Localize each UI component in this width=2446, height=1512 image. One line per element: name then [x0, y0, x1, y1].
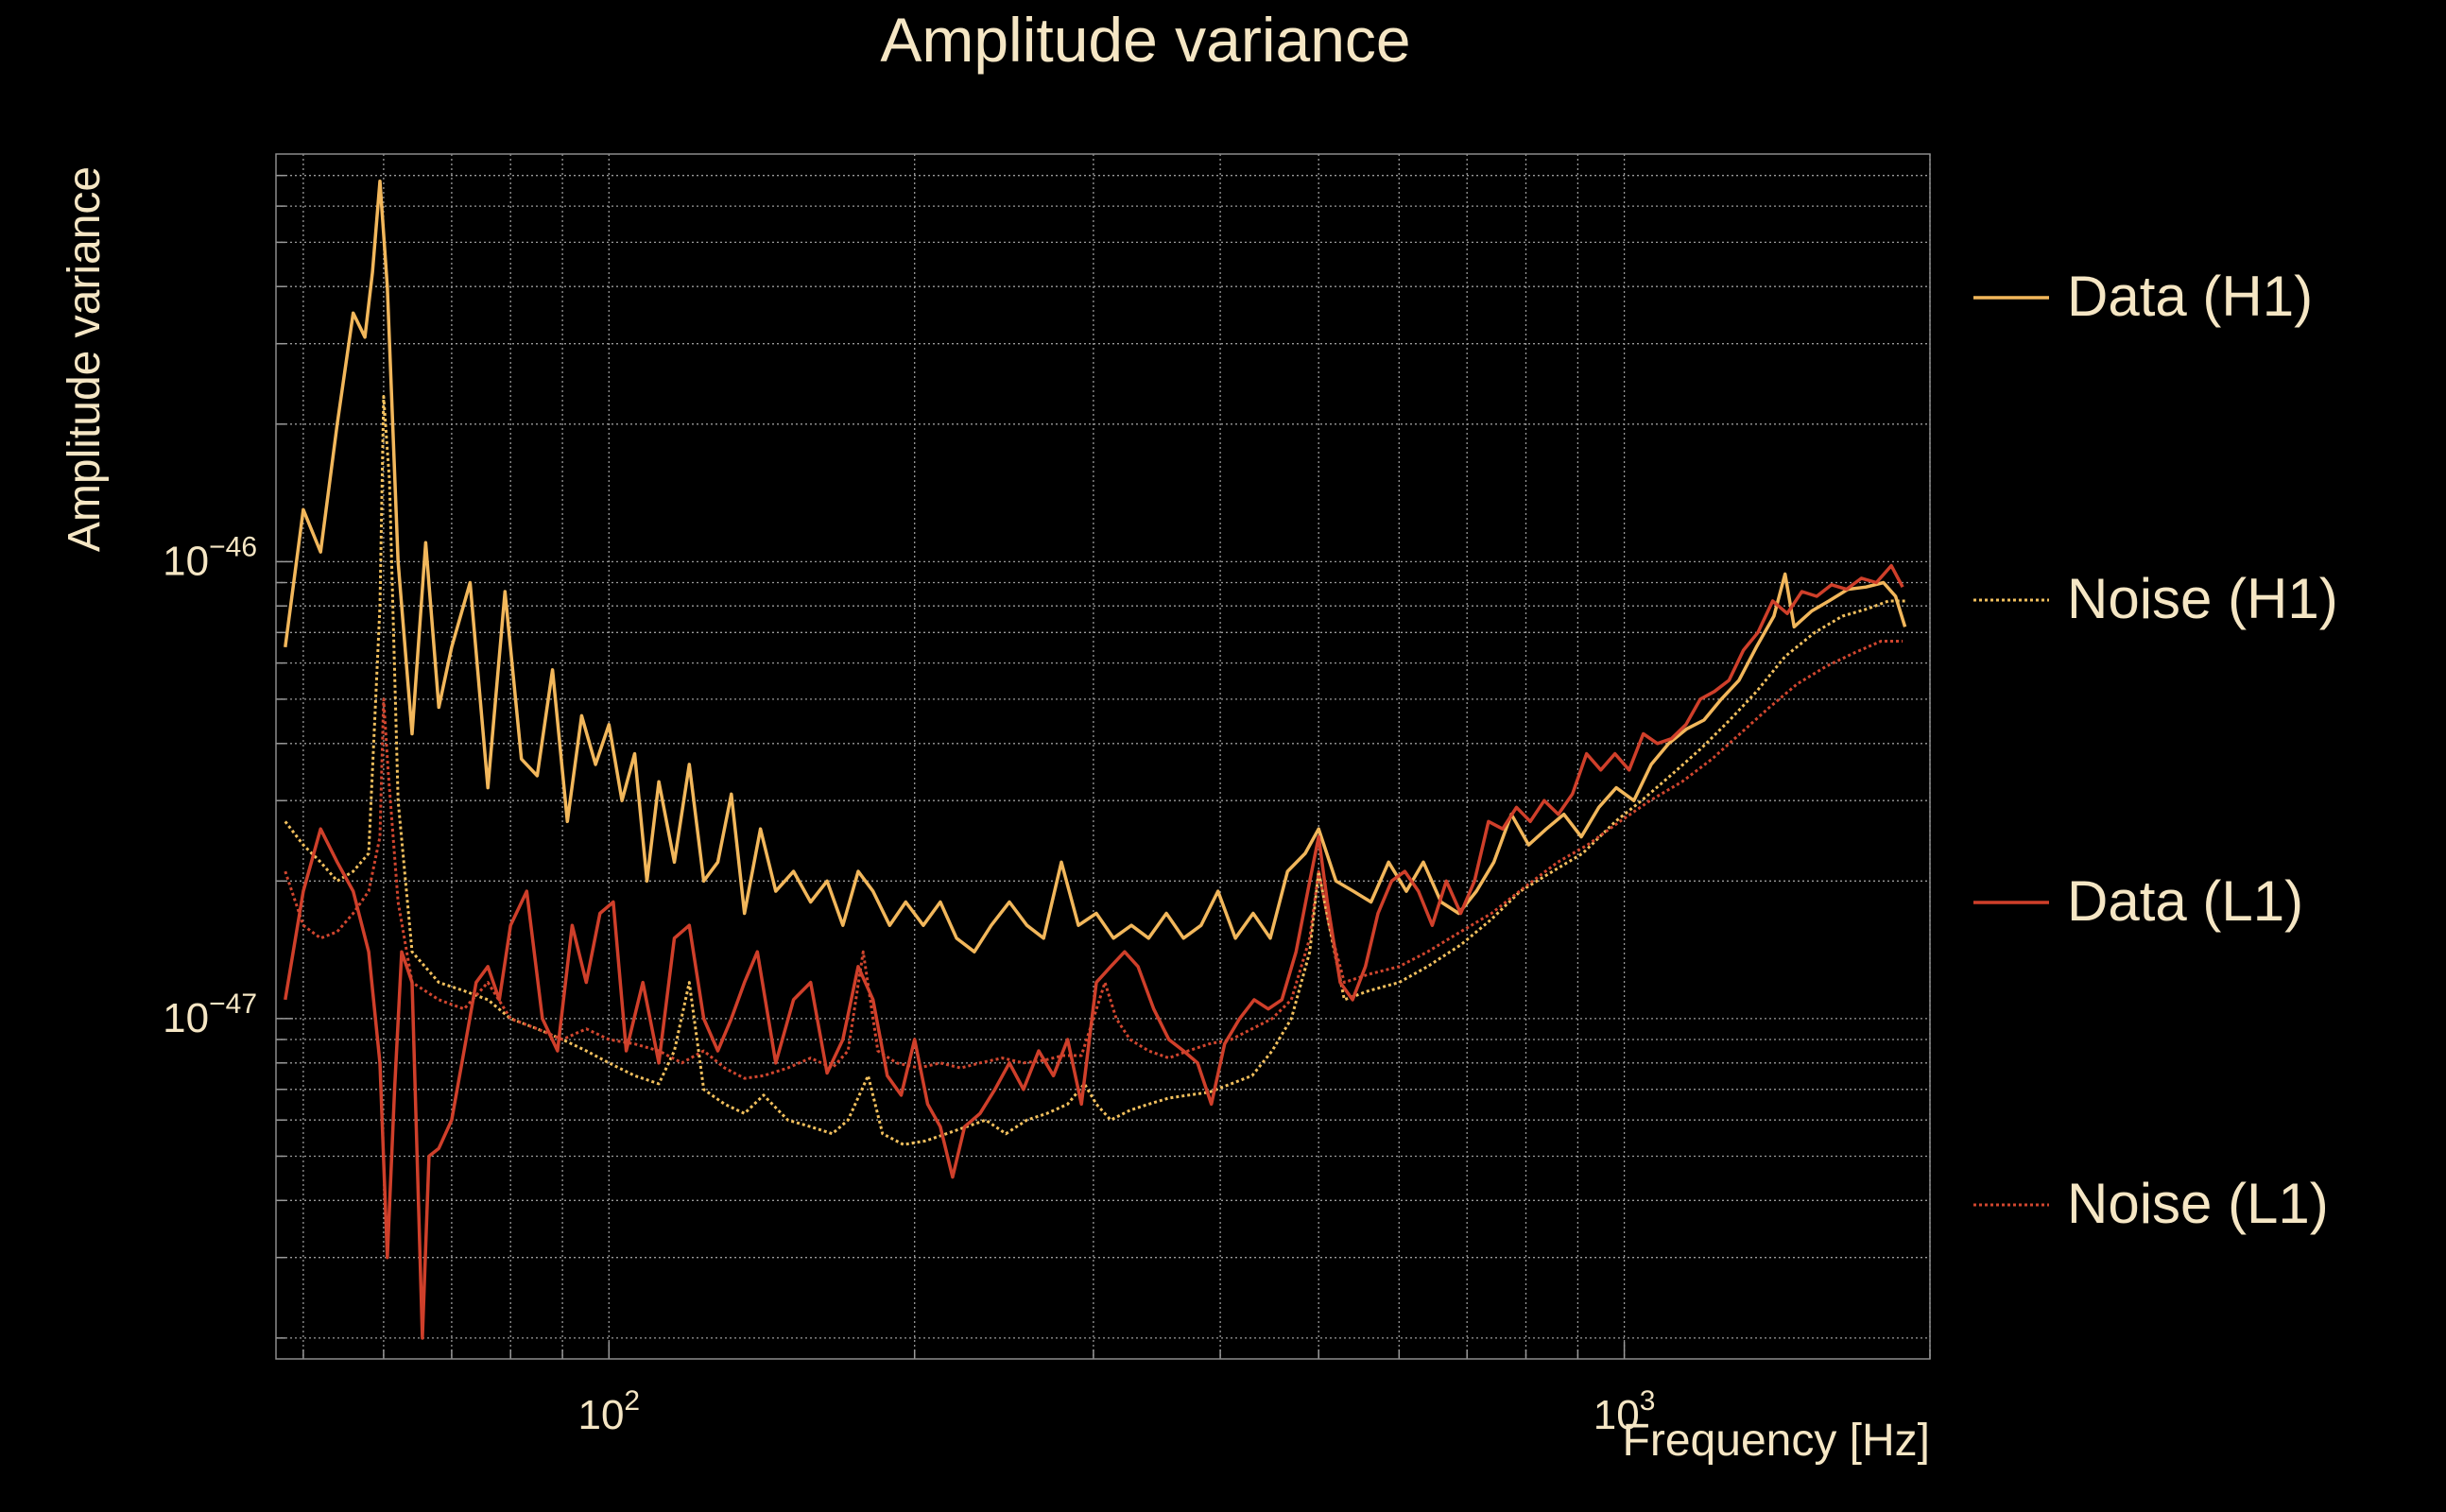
legend-label: Data (H1): [2067, 265, 2313, 328]
y-tick-label: 10−46: [163, 531, 257, 584]
legend-label: Noise (L1): [2067, 1172, 2329, 1235]
series-lines: [284, 180, 1907, 1340]
y-tick-label: 10−47: [163, 988, 257, 1041]
axis-ticks: [276, 174, 1931, 1359]
legend: Data (H1) Noise (H1) Data (L1) Noise (L1): [1973, 265, 2338, 1235]
y-axis-label: Amplitude variance: [60, 166, 110, 552]
grid: [276, 154, 1931, 1359]
x-axis-label: Frequency [Hz]: [1623, 1416, 1930, 1466]
x-axis-tick-labels: 102 103: [577, 1385, 1655, 1438]
y-axis-tick-labels: 10−46 10−47: [163, 531, 257, 1041]
series-line-data-l1: [284, 563, 1904, 1340]
x-tick-label: 103: [1593, 1385, 1656, 1438]
chart-title: Amplitude variance: [880, 5, 1410, 75]
legend-label: Data (L1): [2067, 869, 2303, 933]
series-line-noise-h1: [284, 395, 1905, 1146]
plot-frame: [275, 153, 1931, 1360]
series-line-noise-l1: [284, 640, 1903, 1080]
plot-area: [275, 153, 1931, 1360]
series-line-data-h1: [284, 180, 1907, 954]
x-tick-label: 102: [577, 1385, 640, 1438]
legend-label: Noise (H1): [2067, 567, 2338, 630]
